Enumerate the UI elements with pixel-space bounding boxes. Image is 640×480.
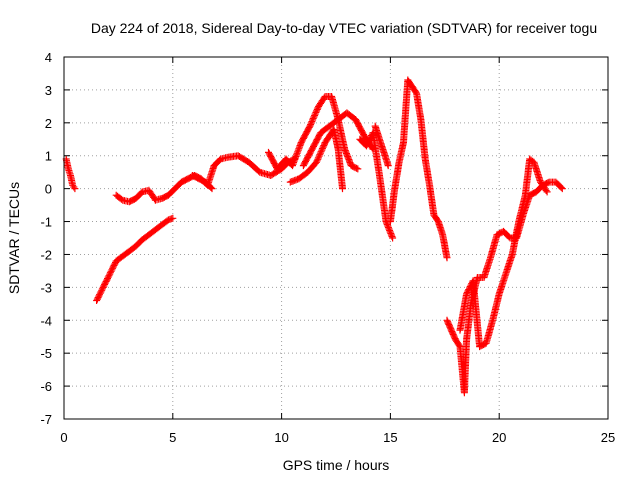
data-point xyxy=(543,188,551,196)
data-point xyxy=(317,148,325,156)
x-tick-label: 0 xyxy=(60,430,67,445)
data-point xyxy=(117,195,125,203)
data-point xyxy=(107,267,115,275)
data-point xyxy=(339,185,346,193)
data-point xyxy=(208,185,216,193)
data-point xyxy=(314,154,322,162)
y-tick-label: 2 xyxy=(45,116,52,131)
y-tick-label: -2 xyxy=(40,247,52,262)
data-point xyxy=(443,254,451,262)
data-point xyxy=(316,149,324,157)
data-point xyxy=(557,184,565,191)
data-point xyxy=(111,260,119,268)
data-point xyxy=(320,142,328,150)
y-tick-label: -1 xyxy=(40,215,52,230)
series-segment-6 xyxy=(286,125,346,193)
x-tick-label: 20 xyxy=(492,430,506,445)
data-point xyxy=(105,272,113,280)
data-point xyxy=(309,115,317,122)
y-tick-label: -5 xyxy=(40,346,52,361)
data-point xyxy=(318,145,326,153)
data-point xyxy=(307,119,315,127)
data-series xyxy=(62,76,566,397)
series-segment-9 xyxy=(371,122,392,170)
data-point xyxy=(308,118,316,126)
x-tick-label: 5 xyxy=(169,430,176,445)
y-tick-label: -4 xyxy=(40,313,52,328)
y-tick-label: 0 xyxy=(45,182,52,197)
y-tick-label: -6 xyxy=(40,379,52,394)
data-point xyxy=(169,214,177,222)
data-point xyxy=(71,185,79,193)
data-point xyxy=(353,164,360,172)
data-point xyxy=(465,286,473,294)
data-point xyxy=(542,187,550,194)
data-point xyxy=(310,113,318,121)
y-tick-label: 1 xyxy=(45,149,52,164)
series-segment-5 xyxy=(265,93,362,173)
y-tick-label: -3 xyxy=(40,280,52,295)
y-tick-label: -7 xyxy=(40,412,52,427)
series-segment-4 xyxy=(188,172,216,193)
data-point xyxy=(384,162,392,170)
data-point xyxy=(389,234,397,242)
data-point xyxy=(313,157,321,165)
x-axis-label: GPS time / hours xyxy=(283,457,390,473)
data-point xyxy=(313,107,321,115)
axis-ticks: 0 5 10 15 20 25 -7 -6 -5 -4 -3 -2 -1 0 1 2 3 4 xyxy=(40,50,615,445)
x-tick-label: 15 xyxy=(383,430,397,445)
series-segment-1 xyxy=(62,155,79,193)
x-tick-label: 25 xyxy=(601,430,615,445)
series-segment-2 xyxy=(93,214,177,304)
data-point xyxy=(319,143,327,151)
data-point xyxy=(70,183,78,191)
series-segment-10 xyxy=(386,76,451,262)
data-point xyxy=(99,283,107,291)
data-point xyxy=(363,142,370,150)
data-point xyxy=(558,185,566,193)
data-point xyxy=(365,138,373,145)
data-point xyxy=(207,184,215,191)
y-axis-label: SDTVAR / TECUs xyxy=(6,182,22,294)
plot-frame xyxy=(63,56,609,420)
chart-title: Day 224 of 2018, Sidereal Day-to-day VTE… xyxy=(91,20,597,36)
y-tick-label: 3 xyxy=(45,83,52,98)
data-point xyxy=(312,158,320,166)
series-segment-12 xyxy=(456,155,551,351)
series-segment-8 xyxy=(356,129,397,242)
data-point xyxy=(312,108,320,116)
data-point xyxy=(306,122,314,130)
data-point xyxy=(103,276,111,284)
data-point xyxy=(97,288,105,296)
data-point xyxy=(354,165,362,173)
data-point xyxy=(315,152,323,160)
data-point xyxy=(311,110,319,118)
y-tick-label: 4 xyxy=(45,50,52,65)
data-point xyxy=(93,295,101,303)
x-tick-label: 10 xyxy=(274,430,288,445)
